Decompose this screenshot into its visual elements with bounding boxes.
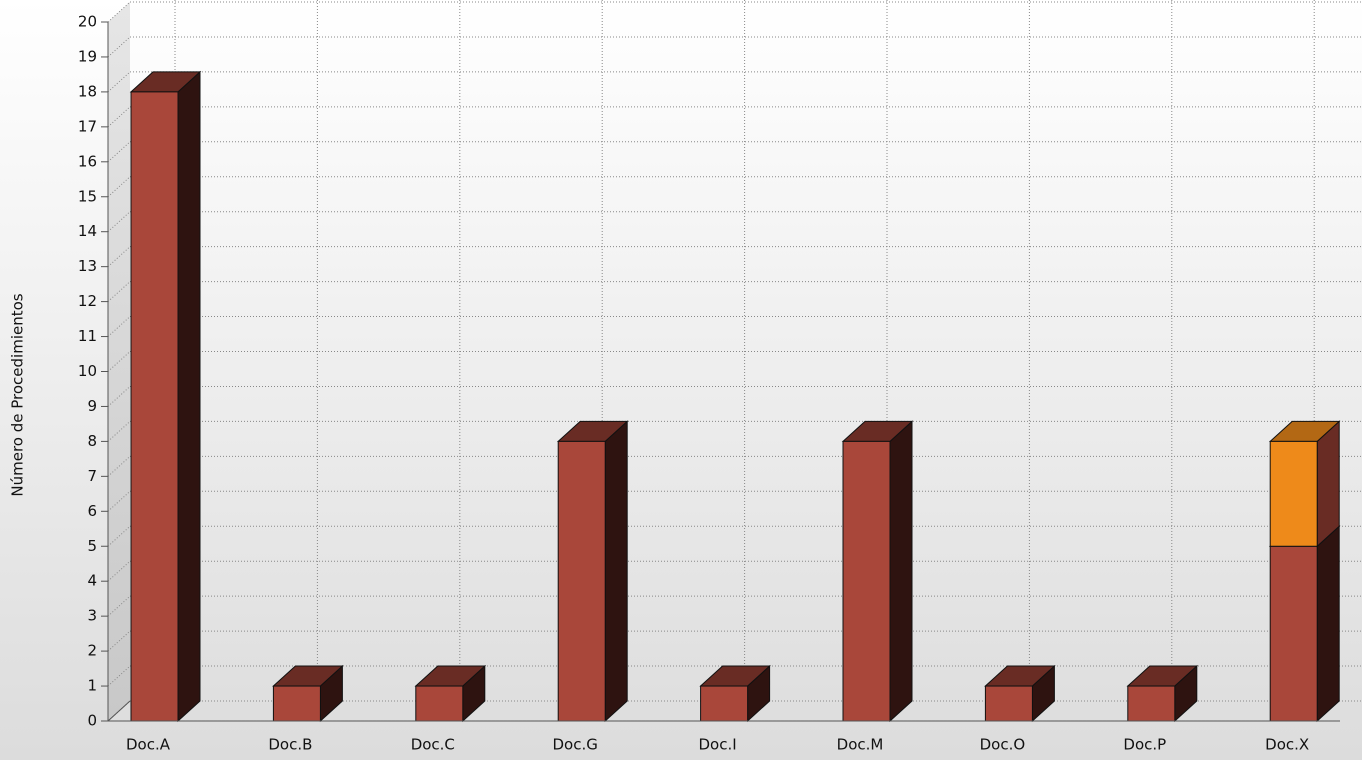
y-tick-label: 11 — [78, 327, 97, 345]
grid-line — [107, 71, 131, 93]
y-tick-label: 0 — [87, 712, 97, 730]
grid-line — [107, 665, 131, 687]
left-wall — [108, 2, 130, 721]
x-tick-label: Doc.M — [837, 736, 884, 754]
grid-line — [107, 455, 131, 477]
grid-line — [107, 386, 131, 407]
y-tick-label: 2 — [87, 642, 97, 660]
grid-line — [107, 281, 131, 302]
bar — [272, 664, 344, 723]
y-tick-label: 8 — [87, 432, 97, 450]
grid-line — [107, 36, 131, 58]
bar — [129, 70, 202, 723]
floor-edge — [107, 700, 131, 722]
y-tick-label: 18 — [78, 82, 97, 100]
y-tick-label: 12 — [78, 292, 97, 310]
bar — [1126, 664, 1199, 723]
bar-front — [415, 685, 464, 722]
grid-line — [107, 211, 131, 233]
x-tick-label: Doc.C — [411, 736, 455, 754]
bar-front — [272, 685, 321, 722]
x-tick-label: Doc.I — [699, 736, 737, 754]
y-tick-label: 19 — [78, 47, 97, 65]
bar-front — [700, 685, 749, 722]
bar — [699, 664, 771, 723]
grid-line — [107, 595, 131, 617]
grid-line — [107, 246, 131, 268]
grid-line — [107, 351, 131, 372]
bar-side — [177, 70, 201, 723]
y-tick-label: 15 — [78, 187, 97, 205]
y-tick-label: 3 — [87, 607, 97, 625]
bar-front — [130, 91, 179, 722]
bar-front — [842, 440, 891, 722]
y-tick-label: 17 — [78, 117, 97, 135]
grid-line — [107, 176, 131, 198]
y-tick-label: 6 — [87, 502, 97, 520]
x-tick-label: Doc.A — [126, 736, 171, 754]
y-tick-label: 5 — [87, 537, 97, 555]
bar-front — [1127, 685, 1176, 722]
y-tick-label: 9 — [87, 397, 97, 415]
grid-line — [107, 630, 131, 652]
bar-side — [889, 420, 913, 723]
bar-side — [1316, 420, 1340, 548]
bar-side — [1316, 525, 1340, 723]
bar-side — [604, 420, 628, 723]
bar — [1268, 525, 1341, 723]
y-axis-title: Número de Procedimientos — [9, 293, 27, 496]
y-tick-label: 10 — [78, 362, 97, 380]
x-tick-label: Doc.X — [1265, 736, 1309, 754]
bar-front — [557, 440, 606, 722]
grid-line — [107, 316, 131, 337]
bar — [1268, 420, 1341, 548]
grid-line — [107, 1, 131, 23]
bar — [984, 664, 1056, 723]
grid-line — [107, 141, 131, 163]
bar — [414, 664, 487, 723]
grid-line — [107, 106, 131, 128]
bar — [556, 420, 629, 723]
grid-line — [107, 490, 131, 512]
bar-front — [1269, 440, 1318, 547]
x-tick-label: Doc.P — [1123, 736, 1166, 754]
grid-line — [107, 560, 131, 582]
bar — [841, 420, 914, 723]
y-tick-label: 7 — [87, 467, 97, 485]
x-tick-label: Doc.G — [553, 736, 598, 754]
bar-front — [984, 685, 1033, 722]
x-tick-label: Doc.B — [268, 736, 312, 754]
bar-front — [1269, 545, 1318, 722]
y-tick-label: 20 — [78, 13, 97, 31]
y-tick-label: 13 — [78, 257, 97, 275]
y-tick-label: 14 — [78, 222, 97, 240]
x-tick-label: Doc.O — [980, 736, 1026, 754]
grid-line — [107, 525, 131, 547]
y-tick-label: 1 — [87, 677, 97, 695]
grid-line — [107, 421, 131, 442]
y-tick-label: 4 — [87, 572, 97, 590]
y-tick-label: 16 — [78, 152, 97, 170]
